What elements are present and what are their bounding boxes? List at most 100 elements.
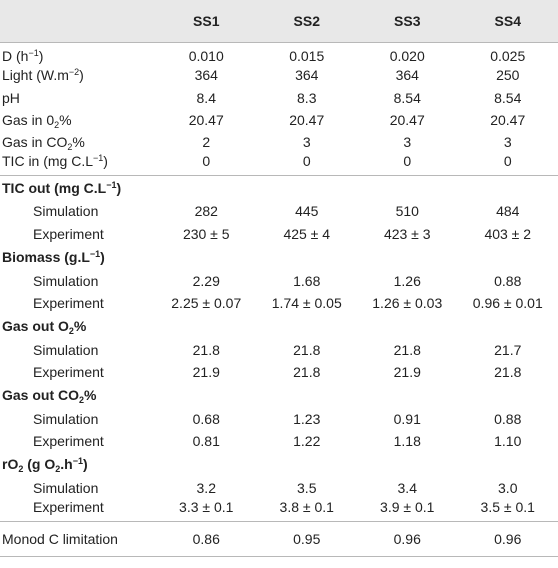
section-header-ro2: rO2 (g O2.h−1) bbox=[0, 452, 558, 477]
table-cell: 1.23 bbox=[293, 410, 321, 427]
table-cell: 0.020 bbox=[389, 48, 425, 65]
table-row-simulation: Simulation 2.29 1.68 1.26 0.88 bbox=[0, 269, 558, 291]
table-row-gas-in-o2: Gas in 02% 20.47 20.47 20.47 20.47 bbox=[0, 109, 558, 131]
table-cell: 403 ± 2 bbox=[484, 225, 532, 242]
table-cell: 0 bbox=[403, 153, 412, 170]
table-cell: 0.96 bbox=[457, 520, 558, 557]
table-cell: 282 bbox=[194, 203, 218, 220]
table-cell: 3 bbox=[503, 134, 512, 151]
row-label: TIC in (mg C.L−1) bbox=[2, 153, 108, 170]
header-cell-ss3: SS3 bbox=[357, 0, 458, 43]
table-row-simulation: Simulation 21.8 21.8 21.8 21.7 bbox=[0, 338, 558, 360]
table-cell: 20.47 bbox=[188, 112, 224, 129]
table-cell: 8.54 bbox=[494, 89, 522, 106]
table-cell: 3.4 bbox=[397, 479, 417, 496]
table-cell: 0 bbox=[503, 153, 512, 170]
row-label: Monod C limitation bbox=[0, 520, 156, 557]
table-cell: 3.9 ± 0.1 bbox=[380, 498, 435, 515]
table-row-experiment: Experiment 230 ± 5 425 ± 4 423 ± 3 403 ±… bbox=[0, 223, 558, 245]
table-cell: 364 bbox=[295, 67, 319, 84]
row-label: Experiment bbox=[33, 433, 104, 449]
table-cell: 0.86 bbox=[156, 520, 257, 557]
table-cell: 21.7 bbox=[494, 341, 522, 358]
section-header-gas-out-o2: Gas out O2% bbox=[0, 314, 558, 339]
table-row-tic-in: TIC in (mg C.L−1) 0 0 0 0 bbox=[0, 153, 558, 175]
table-cell: 21.8 bbox=[293, 341, 321, 358]
table-cell: 445 bbox=[295, 203, 319, 220]
table-cell: 0.88 bbox=[494, 410, 522, 427]
table-cell: 0.010 bbox=[188, 48, 224, 65]
table-cell: 2.29 bbox=[192, 272, 220, 289]
table-cell: 0.68 bbox=[192, 410, 220, 427]
table-header-row: SS1 SS2 SS3 SS4 bbox=[0, 0, 558, 43]
table-cell: 3.5 ± 0.1 bbox=[480, 498, 535, 515]
table-cell: 0.96 ± 0.01 bbox=[472, 294, 543, 311]
table-cell: 1.22 bbox=[293, 433, 321, 449]
section-title: TIC out (mg C.L−1) bbox=[0, 175, 558, 201]
table-cell: 21.8 bbox=[293, 363, 321, 380]
table-row-monod: Monod C limitation 0.86 0.95 0.96 0.96 bbox=[0, 520, 558, 557]
row-label: Simulation bbox=[33, 410, 99, 427]
row-label: pH bbox=[2, 89, 20, 106]
section-title: Gas out CO2% bbox=[2, 387, 97, 406]
table-cell: 230 ± 5 bbox=[182, 225, 230, 242]
row-label: Experiment bbox=[33, 363, 104, 380]
table-cell: 3.2 bbox=[196, 479, 216, 496]
row-label: D (h−1) bbox=[2, 48, 44, 65]
row-label: Experiment bbox=[33, 225, 104, 242]
row-label: Simulation bbox=[33, 479, 99, 496]
table-row-experiment: Experiment 2.25 ± 0.07 1.74 ± 0.05 1.26 … bbox=[0, 292, 558, 314]
table-cell: 21.9 bbox=[192, 363, 220, 380]
table-cell: 0 bbox=[302, 153, 311, 170]
table-cell: 8.4 bbox=[196, 89, 216, 106]
table-cell: 3 bbox=[302, 134, 311, 151]
table-cell: 1.10 bbox=[494, 433, 522, 449]
section-title: Gas out O2% bbox=[2, 318, 87, 337]
table-cell: 1.74 ± 0.05 bbox=[271, 294, 342, 311]
table-cell: 2.25 ± 0.07 bbox=[171, 294, 242, 311]
row-label: Light (W.m−2) bbox=[2, 67, 84, 84]
header-cell-empty bbox=[0, 0, 156, 43]
table-cell: 0.025 bbox=[490, 48, 526, 65]
row-label: Simulation bbox=[33, 272, 99, 289]
table-cell: 0.96 bbox=[357, 520, 458, 557]
table-cell: 423 ± 3 bbox=[383, 225, 431, 242]
table-row-simulation: Simulation 0.68 1.23 0.91 0.88 bbox=[0, 408, 558, 430]
table-cell: 250 bbox=[496, 67, 520, 84]
table-cell: 3.0 bbox=[498, 479, 518, 496]
table-row-gas-in-co2: Gas in CO2% 2 3 3 3 bbox=[0, 131, 558, 153]
table-row-experiment: Experiment 3.3 ± 0.1 3.8 ± 0.1 3.9 ± 0.1… bbox=[0, 499, 558, 521]
header-cell-ss2: SS2 bbox=[256, 0, 357, 43]
table-cell: 484 bbox=[496, 203, 520, 220]
table-cell: 1.18 bbox=[393, 433, 421, 449]
table-cell: 21.8 bbox=[192, 341, 220, 358]
table-cell: 8.3 bbox=[297, 89, 317, 106]
table-cell: 0.015 bbox=[289, 48, 325, 65]
row-label: Simulation bbox=[33, 203, 99, 220]
table-cell: 21.8 bbox=[494, 363, 522, 380]
table-cell: 510 bbox=[395, 203, 419, 220]
table-row-simulation: Simulation 282 445 510 484 bbox=[0, 200, 558, 222]
table-cell: 364 bbox=[395, 67, 419, 84]
table-cell: 1.26 bbox=[393, 272, 421, 289]
row-label: Experiment bbox=[33, 498, 104, 515]
row-label: Experiment bbox=[33, 294, 104, 311]
table-cell: 8.54 bbox=[393, 89, 421, 106]
section-title: Biomass (g.L−1) bbox=[2, 249, 105, 266]
section-header-gas-out-co2: Gas out CO2% bbox=[0, 383, 558, 408]
table-cell: 21.8 bbox=[393, 341, 421, 358]
table-row-experiment: Experiment 21.9 21.8 21.9 21.8 bbox=[0, 361, 558, 383]
section-header-biomass: Biomass (g.L−1) bbox=[0, 245, 558, 270]
table-row-ph: pH 8.4 8.3 8.54 8.54 bbox=[0, 87, 558, 109]
table-row-experiment: Experiment 0.81 1.22 1.18 1.10 bbox=[0, 430, 558, 452]
table-row-d: D (h−1) 0.010 0.015 0.020 0.025 bbox=[0, 42, 558, 64]
table-cell: 3.3 ± 0.1 bbox=[179, 498, 234, 515]
table-cell: 0.88 bbox=[494, 272, 522, 289]
section-title: rO2 (g O2.h−1) bbox=[2, 456, 88, 475]
table-cell: 1.68 bbox=[293, 272, 321, 289]
section-header-tic-out: TIC out (mg C.L−1) bbox=[0, 175, 558, 201]
table-row-simulation: Simulation 3.2 3.5 3.4 3.0 bbox=[0, 477, 558, 499]
table-row-light: Light (W.m−2) 364 364 364 250 bbox=[0, 64, 558, 86]
table-cell: 20.47 bbox=[289, 112, 325, 129]
table-cell: 3 bbox=[403, 134, 412, 151]
